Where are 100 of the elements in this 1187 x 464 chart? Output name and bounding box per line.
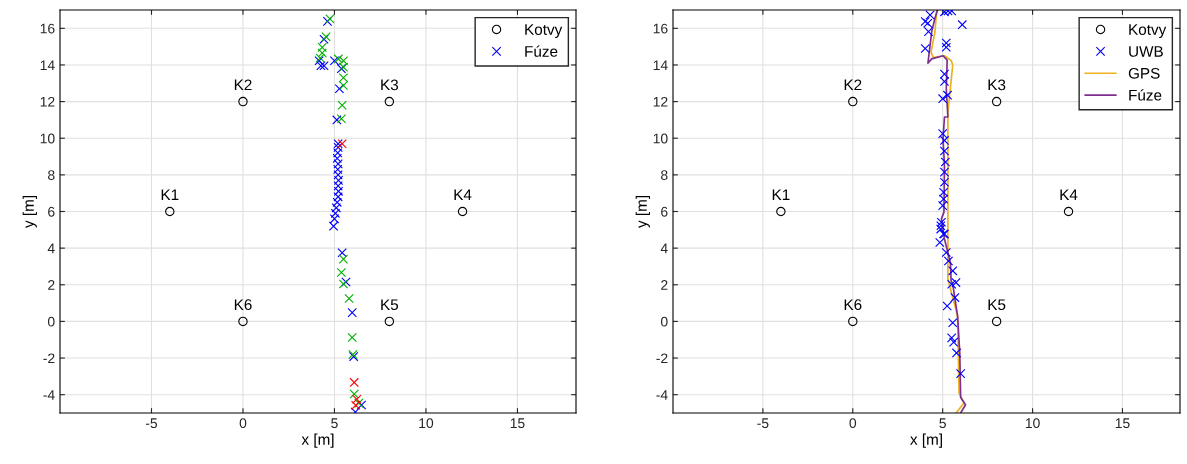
point: [957, 19, 967, 30]
point: [336, 114, 347, 124]
point: [384, 316, 395, 327]
point: [330, 208, 341, 219]
annotation: K6: [844, 299, 862, 311]
y-tick-label: 10: [653, 133, 668, 144]
point: [332, 197, 342, 208]
point: [337, 100, 347, 110]
y-tick-label: 12: [653, 96, 668, 107]
point: [347, 332, 357, 343]
point: [337, 139, 347, 149]
point: [329, 214, 340, 224]
legend-label: UWB: [1129, 46, 1163, 57]
point: [941, 38, 951, 48]
y-tick-label: -2: [656, 353, 668, 364]
y-tick-label: -4: [43, 390, 55, 400]
y-tick-label: 4: [47, 243, 55, 254]
point: [328, 221, 339, 231]
y-tick-label: 4: [660, 243, 668, 254]
annotation: K2: [844, 79, 862, 91]
legend-label: GPS: [1128, 67, 1160, 79]
point: [925, 10, 935, 20]
point: [948, 317, 958, 328]
point: [333, 175, 344, 186]
point: [332, 115, 342, 125]
point: [333, 54, 344, 64]
point: [939, 76, 950, 87]
x-axis-title: x [m]: [910, 433, 942, 448]
y-tick-label: -4: [656, 390, 668, 400]
point: [991, 96, 1002, 107]
annotation: K3: [988, 79, 1006, 91]
x-tick-label: 10: [419, 418, 434, 429]
annotation: K5: [988, 299, 1006, 311]
y-tick-label: 14: [40, 60, 55, 70]
point: [939, 177, 950, 187]
point: [347, 307, 357, 318]
point: [329, 56, 340, 66]
point: [352, 394, 362, 404]
annotation: K5: [381, 299, 399, 311]
point: [943, 256, 954, 266]
point: [937, 128, 948, 139]
annotation: K3: [381, 79, 399, 91]
point: [334, 84, 345, 94]
legend-label: Fúze: [1129, 89, 1162, 101]
x-tick-label: 0: [239, 418, 247, 429]
point: [946, 279, 957, 289]
point: [333, 164, 343, 175]
point: [333, 159, 343, 169]
y-tick-label: 8: [661, 170, 668, 181]
y-tick-label: 8: [48, 170, 55, 181]
point: [338, 80, 349, 91]
point: [939, 135, 950, 146]
point: [333, 170, 343, 180]
point: [936, 217, 947, 228]
point: [349, 377, 359, 388]
point: [344, 293, 354, 304]
y-tick-label: 16: [653, 23, 668, 34]
y-tick-label: -2: [43, 353, 55, 364]
y-tick-label: 2: [48, 280, 55, 290]
annotation: K4: [454, 189, 472, 200]
y-tick-label: 12: [40, 96, 55, 107]
point: [938, 194, 949, 204]
point: [337, 247, 347, 258]
point: [457, 206, 468, 217]
legend-label: Kotvy: [525, 24, 563, 38]
point: [338, 73, 349, 83]
point: [333, 192, 343, 202]
y-tick-label: 6: [48, 206, 55, 217]
y-axis-title: y [m]: [635, 196, 650, 229]
y-tick-label: 16: [40, 23, 55, 34]
point: [238, 96, 248, 107]
point: [848, 96, 858, 107]
point: [923, 26, 934, 37]
point: [349, 389, 359, 399]
point: [940, 157, 951, 167]
y-tick-label: 6: [661, 206, 668, 217]
x-tick-label: 5: [331, 418, 338, 429]
point: [338, 254, 349, 264]
x-tick-label: 15: [510, 418, 525, 429]
point: [942, 301, 952, 311]
y-tick-label: 10: [40, 133, 55, 144]
legend-label: Kotvy: [1129, 24, 1167, 38]
point: [941, 247, 951, 258]
y-tick-label: 14: [653, 60, 668, 70]
point: [946, 333, 957, 343]
point: [948, 266, 958, 276]
point: [238, 316, 248, 327]
point: [384, 96, 395, 107]
point: [776, 206, 786, 217]
point: [941, 42, 951, 52]
point: [332, 153, 342, 164]
point: [939, 146, 950, 156]
point: [333, 142, 343, 153]
point: [950, 292, 960, 303]
x-tick-label: -5: [757, 418, 769, 429]
point: [317, 42, 327, 53]
point: [942, 90, 953, 100]
point: [336, 267, 347, 278]
annotation: K2: [234, 79, 252, 91]
y-tick-label: 2: [661, 280, 668, 290]
